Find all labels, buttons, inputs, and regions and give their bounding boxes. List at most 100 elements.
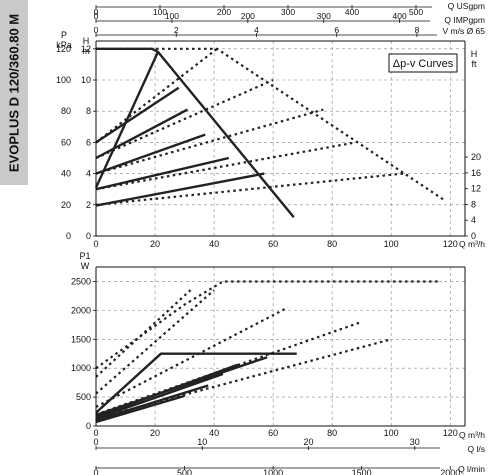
power-x-tick-label: 40 — [209, 428, 219, 438]
m-tick-label: 10 — [81, 75, 91, 85]
bottom-axis-tick-label: 500 — [177, 468, 192, 475]
legend-label: Δp-v Curves — [393, 58, 454, 70]
head-x-tick-label: 80 — [327, 239, 337, 249]
m-tick-label: 2 — [86, 200, 91, 210]
top-axis-label: V m/s Ø 65 — [442, 26, 485, 36]
kpa-tick-label: 40 — [61, 169, 71, 179]
power-tick-label: 1500 — [71, 334, 91, 344]
power-x-tick-label: 80 — [327, 428, 337, 438]
bottom-axis-tick-label: 1000 — [263, 468, 283, 475]
head-curve-5 — [96, 47, 295, 219]
side-tab: EVOPLUS D 120/360.80 M — [0, 0, 28, 185]
head-curve-10 — [95, 78, 274, 160]
top-axis-tick-label: 0 — [94, 7, 99, 17]
m-tick-label: 6 — [86, 137, 91, 147]
m-tick-label: 0 — [86, 231, 91, 241]
m-tick-label: 12 — [81, 44, 91, 54]
head-curve-12 — [96, 47, 445, 202]
top-axis-label: Q USgpm — [448, 1, 485, 11]
power-curve-10 — [95, 289, 192, 378]
top-axis-tick-label: 2 — [174, 25, 179, 35]
head-x-tick-label: 120 — [443, 239, 458, 249]
m-axis-label-2: m — [82, 46, 90, 56]
kpa-tick-label: 0 — [66, 231, 71, 241]
power-x-tick-label: 120 — [443, 428, 458, 438]
power-tick-label: 1000 — [71, 363, 91, 373]
power-curve-7 — [95, 320, 363, 416]
ft-tick-label: 0 — [471, 231, 476, 241]
power-curve-2 — [95, 372, 224, 420]
power-curve-4 — [95, 356, 268, 417]
top-axis-tick-label: 100 — [165, 11, 179, 21]
top-axis-tick-label: 300 — [281, 7, 295, 17]
ft-tick-label: 12 — [471, 184, 481, 194]
top-axis-label: Q IMPgpm — [444, 15, 485, 25]
top-axis-tick-label: 8 — [415, 25, 420, 35]
power-curve-9 — [95, 289, 215, 395]
power-curve-8 — [95, 306, 289, 408]
power-tick-label: 2000 — [71, 305, 91, 315]
m-tick-label: 8 — [86, 106, 91, 116]
kpa-tick-label: 100 — [56, 75, 71, 85]
power-curve-0 — [95, 394, 185, 424]
head-x-axis-label: Q m³/h — [459, 239, 485, 249]
head-curve-8 — [95, 141, 356, 191]
head-curve-1 — [95, 156, 230, 191]
ft-tick-label: 8 — [471, 199, 476, 209]
kpa-tick-label: 60 — [61, 137, 71, 147]
m-tick-label: 4 — [86, 169, 91, 179]
m-axis-label-1: H — [83, 36, 90, 46]
kpa-tick-label: 120 — [56, 44, 71, 54]
bottom-axis-label: Q l/s — [468, 444, 485, 454]
head-x-tick-label: 100 — [384, 239, 399, 249]
legend-box: Δp-v Curves — [388, 53, 458, 73]
top-axis-tick-label: 200 — [241, 11, 255, 21]
power-curve-5 — [95, 352, 297, 414]
power-curve-1 — [95, 384, 209, 422]
top-axis-tick-label: 4 — [254, 25, 259, 35]
top-axis-tick-label: 400 — [345, 7, 359, 17]
power-x-tick-label: 0 — [93, 428, 98, 438]
head-curve-3 — [95, 108, 189, 160]
bottom-axis-tick-label: 0 — [93, 468, 98, 475]
head-curve-0 — [95, 172, 265, 207]
top-axis-tick-label: 100 — [153, 7, 167, 17]
kpa-axis-label-1: P — [61, 30, 67, 40]
head-x-tick-label: 20 — [150, 239, 160, 249]
bottom-axis-tick-label: 0 — [93, 437, 98, 447]
power-x-tick-label: 20 — [150, 428, 160, 438]
power-axis-label-1: P1 — [79, 251, 90, 261]
power-x-axis-label: Q m³/h — [459, 430, 485, 440]
bottom-axis-tick-label: 2000 — [440, 468, 460, 475]
bottom-axis-tick-label: 10 — [197, 437, 207, 447]
power-tick-label: 0 — [86, 421, 91, 431]
top-axis-tick-label: 300 — [317, 11, 331, 21]
head-x-tick-label: 60 — [268, 239, 278, 249]
ft-tick-label: 16 — [471, 168, 481, 178]
top-axis-tick-label: 400 — [393, 11, 407, 21]
head-curve-4 — [95, 86, 180, 144]
top-axis-tick-label: 500 — [409, 7, 423, 17]
kpa-axis-label-2: kPa — [56, 40, 72, 50]
ft-tick-label: 4 — [471, 215, 476, 225]
top-axis-tick-label: 6 — [334, 25, 339, 35]
bottom-axis-tick-label: 30 — [410, 437, 420, 447]
head-curve-11 — [95, 47, 218, 144]
head-x-tick-label: 40 — [209, 239, 219, 249]
kpa-tick-label: 80 — [61, 106, 71, 116]
head-x-tick-label: 0 — [93, 239, 98, 249]
head-curve-2 — [95, 133, 206, 175]
bottom-axis-tick-label: 20 — [304, 437, 314, 447]
kpa-tick-label: 20 — [61, 200, 71, 210]
power-tick-label: 500 — [76, 392, 91, 402]
power-x-tick-label: 60 — [268, 428, 278, 438]
top-axis-tick-label: 0 — [94, 11, 99, 21]
top-axis-tick-label: 0 — [94, 25, 99, 35]
power-x-tick-label: 100 — [384, 428, 399, 438]
power-tick-label: 2500 — [71, 276, 91, 286]
ft-axis-label-1: H — [471, 49, 478, 59]
ft-axis-label-2: ft — [471, 59, 477, 69]
ft-tick-label: 20 — [471, 152, 481, 162]
bottom-axis-tick-label: 1500 — [352, 468, 372, 475]
